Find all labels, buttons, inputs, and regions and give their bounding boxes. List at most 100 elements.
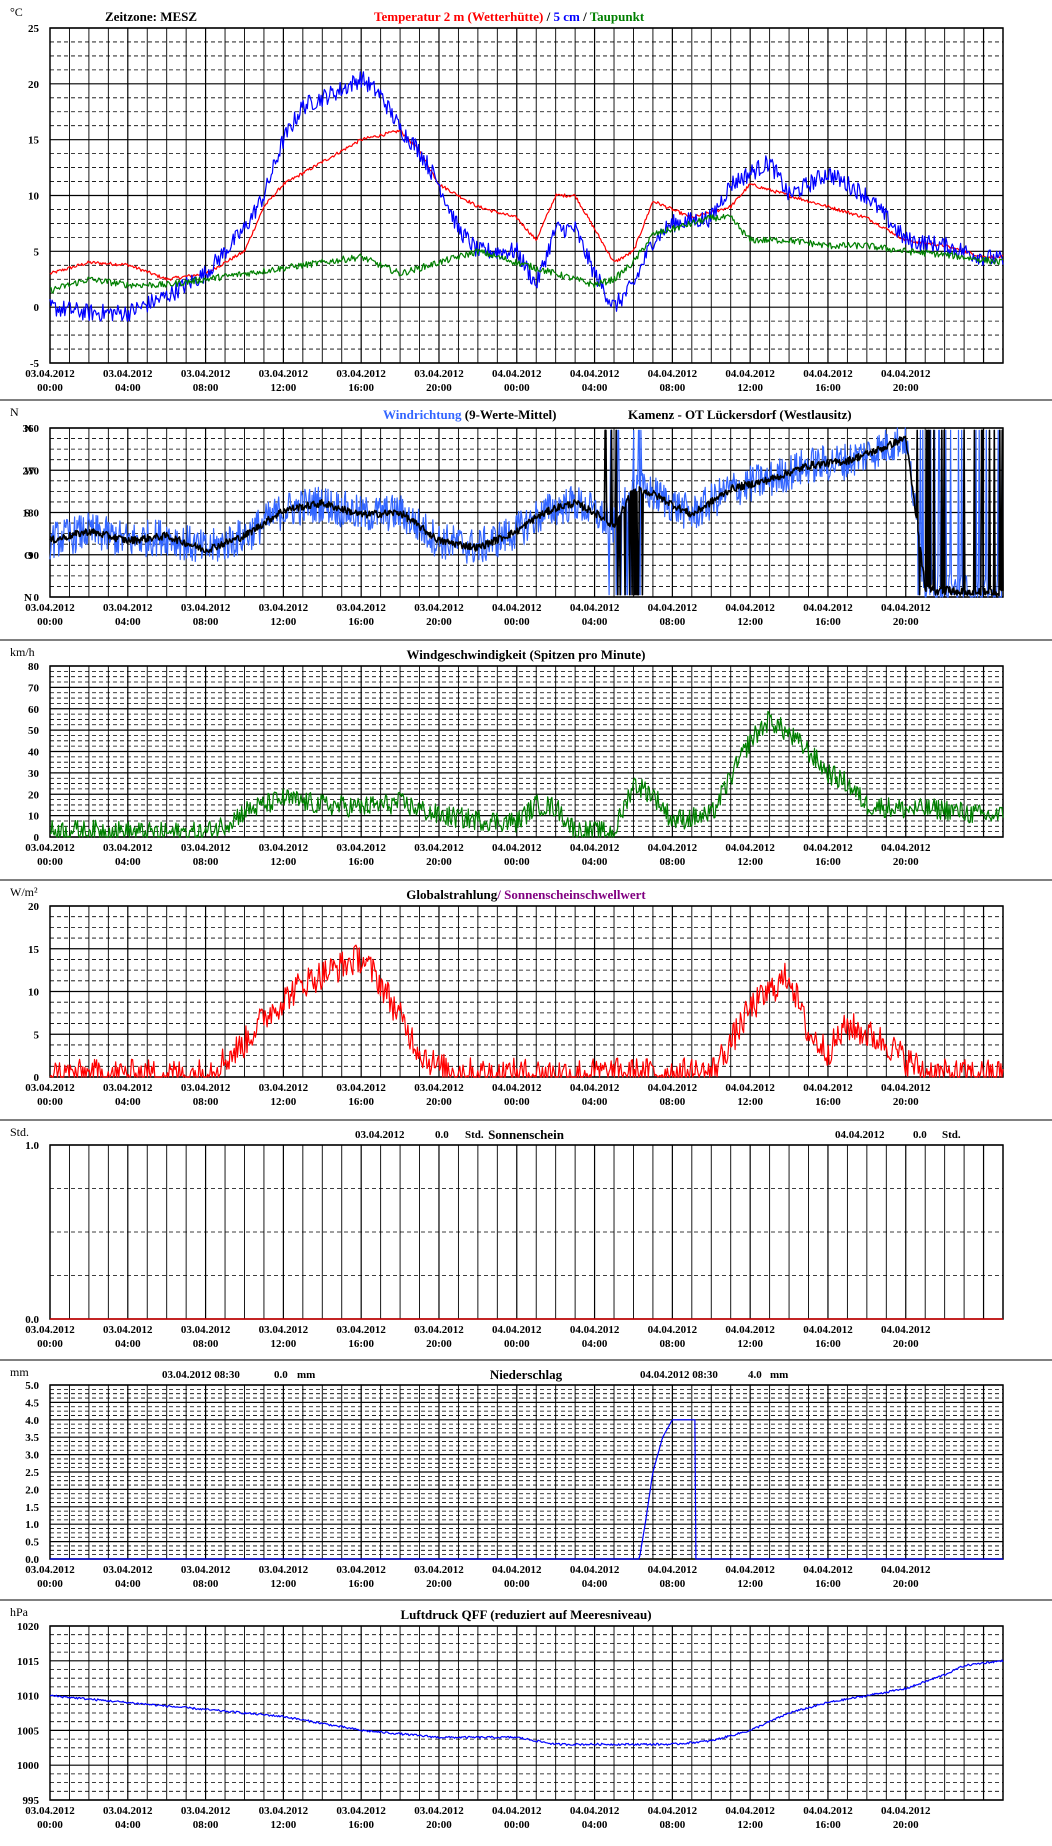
x-tick-date: 04.04.2012 xyxy=(648,602,698,614)
y-tick-label: 20 xyxy=(28,901,40,913)
y-tick-label: 0 xyxy=(34,1072,40,1084)
y-tick-label: 180 xyxy=(23,508,40,520)
y-tick-label: 1000 xyxy=(17,1760,40,1772)
day-summary-value: 0.0 xyxy=(913,1129,927,1141)
x-tick-date: 03.04.2012 xyxy=(336,1805,386,1817)
x-tick-date: 03.04.2012 xyxy=(336,1082,386,1094)
unit-label: °C xyxy=(10,5,23,19)
x-tick-date: 04.04.2012 xyxy=(803,1805,853,1817)
panel-title: Luftdruck QFF (reduziert auf Meeresnivea… xyxy=(400,1607,651,1622)
x-tick-date: 04.04.2012 xyxy=(803,1324,853,1336)
x-tick-date: 04.04.2012 xyxy=(570,1805,620,1817)
x-tick-time: 00:00 xyxy=(37,1819,63,1831)
title-part: Globalstrahlung xyxy=(406,887,498,902)
x-tick-time: 00:00 xyxy=(37,1338,63,1350)
x-tick-time: 16:00 xyxy=(348,856,374,868)
x-tick-time: 04:00 xyxy=(582,1819,608,1831)
title-part: 5 cm xyxy=(553,9,580,24)
y-tick-label: 20 xyxy=(28,79,40,91)
x-tick-date: 03.04.2012 xyxy=(336,842,386,854)
x-tick-time: 04:00 xyxy=(582,1096,608,1108)
x-tick-time: 20:00 xyxy=(893,616,919,628)
x-tick-date: 04.04.2012 xyxy=(881,1564,931,1576)
day-summary-unit: mm xyxy=(770,1369,788,1381)
y-tick-label: 70 xyxy=(28,682,40,694)
series-line xyxy=(49,427,1004,598)
title-part: / Sonnenscheinschwellwert xyxy=(496,887,646,902)
x-tick-time: 20:00 xyxy=(893,1096,919,1108)
x-tick-date: 04.04.2012 xyxy=(648,368,698,380)
x-tick-time: 20:00 xyxy=(893,1338,919,1350)
y-tick-label: 1005 xyxy=(17,1725,40,1737)
y-tick-label: 10 xyxy=(28,191,40,203)
x-tick-time: 04:00 xyxy=(115,1819,141,1831)
unit-label: W/m² xyxy=(10,885,38,899)
x-tick-date: 04.04.2012 xyxy=(881,842,931,854)
y-tick-label: 5 xyxy=(34,246,40,258)
x-tick-date: 04.04.2012 xyxy=(725,842,775,854)
title-part: / xyxy=(580,9,590,24)
x-tick-date: 03.04.2012 xyxy=(259,842,309,854)
x-tick-time: 00:00 xyxy=(504,1338,530,1350)
x-tick-time: 12:00 xyxy=(737,856,763,868)
x-tick-date: 04.04.2012 xyxy=(492,1324,542,1336)
panel-title: Globalstrahlung/ Sonnenscheinschwellwert xyxy=(406,887,646,902)
x-tick-time: 16:00 xyxy=(815,1578,841,1590)
x-tick-time: 12:00 xyxy=(737,1819,763,1831)
plot-frame xyxy=(49,27,1004,364)
x-tick-date: 03.04.2012 xyxy=(414,842,464,854)
x-tick-time: 12:00 xyxy=(271,856,297,868)
series-line xyxy=(50,1419,1003,1560)
y-tick-label: 5 xyxy=(34,1029,40,1041)
y-tick-label: 0 xyxy=(34,592,40,604)
x-tick-date: 03.04.2012 xyxy=(259,368,309,380)
x-tick-date: 04.04.2012 xyxy=(648,1082,698,1094)
timezone-label: Zeitzone: MESZ xyxy=(105,9,197,24)
y-tick-label: 0.0 xyxy=(25,1314,39,1326)
title-part: Windrichtung xyxy=(383,407,462,422)
y-tick-label: 80 xyxy=(28,661,40,673)
title-part: Sonnenschein xyxy=(488,1127,565,1142)
series-line xyxy=(49,1659,1004,1746)
x-tick-date: 04.04.2012 xyxy=(725,1324,775,1336)
day-summary-unit: mm xyxy=(297,1369,315,1381)
series-line xyxy=(49,429,1004,597)
x-tick-date: 03.04.2012 xyxy=(25,1564,75,1576)
x-tick-time: 20:00 xyxy=(426,856,452,868)
y-tick-label: 1.5 xyxy=(25,1502,39,1514)
x-tick-date: 03.04.2012 xyxy=(181,602,231,614)
x-tick-date: 03.04.2012 xyxy=(336,602,386,614)
title-part: Taupunkt xyxy=(590,9,645,24)
x-tick-date: 03.04.2012 xyxy=(181,1564,231,1576)
x-tick-date: 04.04.2012 xyxy=(492,842,542,854)
series-line xyxy=(49,213,1004,294)
day-summary-date: 04.04.2012 xyxy=(835,1129,885,1141)
x-tick-time: 16:00 xyxy=(815,1096,841,1108)
panel-title: Windrichtung (9-Werte-Mittel) xyxy=(383,407,556,422)
x-tick-time: 20:00 xyxy=(893,1578,919,1590)
y-tick-label: 5.0 xyxy=(25,1380,39,1392)
y-tick-label: 0.0 xyxy=(25,1554,39,1566)
x-tick-time: 04:00 xyxy=(582,616,608,628)
x-tick-date: 03.04.2012 xyxy=(259,602,309,614)
x-tick-time: 08:00 xyxy=(660,382,686,394)
x-tick-date: 03.04.2012 xyxy=(259,1082,309,1094)
panel-title: Sonnenschein xyxy=(488,1127,565,1142)
x-tick-date: 04.04.2012 xyxy=(492,1564,542,1576)
x-tick-time: 08:00 xyxy=(660,1096,686,1108)
y-side-label: W xyxy=(24,465,35,477)
y-tick-label: 4.5 xyxy=(25,1397,39,1409)
x-tick-time: 12:00 xyxy=(271,616,297,628)
y-tick-label: 25 xyxy=(28,23,40,35)
x-tick-date: 04.04.2012 xyxy=(492,368,542,380)
x-tick-date: 03.04.2012 xyxy=(181,1324,231,1336)
x-tick-time: 16:00 xyxy=(348,1096,374,1108)
x-tick-time: 12:00 xyxy=(737,1338,763,1350)
x-tick-date: 04.04.2012 xyxy=(570,842,620,854)
x-tick-date: 04.04.2012 xyxy=(570,1082,620,1094)
x-tick-time: 04:00 xyxy=(115,616,141,628)
day-summary-unit: Std. xyxy=(942,1129,961,1141)
x-tick-time: 12:00 xyxy=(271,1819,297,1831)
x-tick-time: 08:00 xyxy=(193,1819,219,1831)
x-tick-date: 04.04.2012 xyxy=(803,1564,853,1576)
